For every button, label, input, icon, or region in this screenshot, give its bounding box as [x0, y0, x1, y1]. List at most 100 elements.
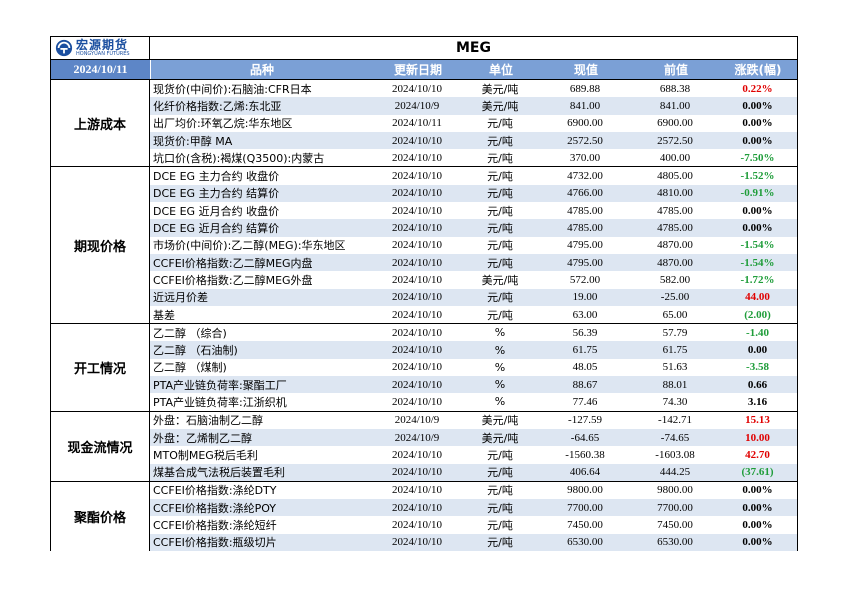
- logo-name-cn: 宏源期货: [76, 38, 129, 52]
- table-row: 煤基合成气法税后装置毛利 2024/10/10 元/吨 406.64 444.25 (37…: [150, 463, 797, 481]
- unit-cell: %: [494, 378, 506, 392]
- indicator-name: 外盘：石脑油制乙二醇: [153, 414, 263, 428]
- change-cell: 0.22%: [742, 82, 773, 95]
- unit-cell: 元/吨: [487, 448, 513, 462]
- section-label: 现金流情况: [51, 411, 150, 481]
- table-row: MTO制MEG税后毛利 2024/10/10 元/吨 -1560.38 -1603.08…: [150, 446, 797, 463]
- change-cell: 0.00%: [742, 519, 773, 532]
- header-change: 涨跌(幅): [734, 63, 782, 77]
- table-row: 乙二醇 （煤制) 2024/10/10% 48.05 51.63 -3.58: [150, 359, 797, 376]
- unit-cell: %: [494, 326, 506, 340]
- header-update-date: 更新日期: [393, 63, 442, 77]
- indicator-name: DCE EG 近月合约 收盘价: [153, 204, 280, 218]
- table-row: 基差 2024/10/10 元/吨 63.00 65.00 (2.00): [150, 306, 797, 323]
- previous-value-cell: 61.75: [662, 344, 688, 357]
- table-row: DCE EG 近月合约 收盘价 2024/10/10 元/吨 4785.00 4785.…: [150, 202, 797, 219]
- update-date-cell: 2024/10/9: [394, 431, 440, 444]
- table-row: 出厂均价:环氧乙烷:华东地区 2024/10/11 元/吨 6900.00 6900.0…: [150, 115, 797, 132]
- current-value-cell: 61.75: [572, 344, 598, 357]
- unit-cell: 元/吨: [487, 466, 513, 480]
- column-header-row: 2024/10/11 品种 更新日期 单位 现值 前值 涨跌(幅): [50, 60, 798, 79]
- table-row: PTA产业链负荷率:江浙织机 2024/10/10% 77.46 74.30 3.16: [150, 393, 797, 410]
- indicator-name: DCE EG 近月合约 结算价: [153, 222, 280, 236]
- unit-cell: 元/吨: [487, 484, 513, 498]
- indicator-name: PTA产业链负荷率:聚酯工厂: [153, 378, 287, 392]
- update-date-cell: 2024/10/10: [391, 170, 443, 183]
- table-row: 乙二醇 （综合) 2024/10/10% 56.39 57.79 -1.40: [150, 324, 797, 341]
- current-value-cell: 4795.00: [567, 239, 603, 252]
- indicator-name: 市场价(中间价):乙二醇(MEG):华东地区: [153, 239, 346, 253]
- indicator-name: DCE EG 主力合约 结算价: [153, 187, 280, 201]
- unit-cell: 美元/吨: [481, 273, 519, 287]
- previous-value-cell: 57.79: [662, 326, 688, 339]
- section-block: 期现价格 DCE EG 主力合约 收盘价 2024/10/10 元/吨 4732.00 4…: [50, 166, 798, 324]
- previous-value-cell: 2572.50: [657, 134, 693, 147]
- table-row: CCFEI价格指数:涤纶短纤 2024/10/10 元/吨 7450.00 7450.0…: [150, 516, 797, 533]
- update-date-cell: 2024/10/10: [391, 395, 443, 408]
- previous-value-cell: 582.00: [659, 273, 691, 286]
- change-cell: -0.91%: [740, 187, 775, 200]
- previous-value-cell: -142.71: [658, 414, 692, 427]
- section-label: 上游成本: [51, 80, 150, 167]
- table-row: 乙二醇 （石油制) 2024/10/10% 61.75 61.75 0.00: [150, 341, 797, 359]
- change-cell: -1.54%: [740, 256, 775, 269]
- previous-value-cell: 6530.00: [657, 536, 693, 549]
- change-cell: 0.00%: [742, 117, 773, 130]
- table-row: 近远月价差 2024/10/10 元/吨 19.00 -25.00 44.00: [150, 288, 797, 306]
- change-cell: 10.00: [745, 431, 770, 444]
- unit-cell: 元/吨: [487, 187, 513, 201]
- change-cell: -1.72%: [740, 273, 775, 286]
- previous-value-cell: 7450.00: [657, 519, 693, 532]
- current-value-cell: 88.67: [572, 378, 598, 391]
- update-date-cell: 2024/10/10: [391, 466, 443, 479]
- previous-value-cell: 4870.00: [657, 256, 693, 269]
- current-value-cell: 6530.00: [567, 536, 603, 549]
- change-cell: 15.13: [745, 414, 770, 427]
- previous-value-cell: 4805.00: [657, 170, 693, 183]
- current-value-cell: 19.00: [572, 291, 598, 304]
- indicator-name: 乙二醇 （石油制): [153, 344, 238, 358]
- update-date-cell: 2024/10/10: [391, 82, 443, 95]
- indicator-name: DCE EG 主力合约 收盘价: [153, 170, 280, 184]
- table-row: 外盘：乙烯制乙二醇 2024/10/9 美元/吨 -64.65 -74.65 10.00: [150, 428, 797, 447]
- indicator-name: 坑口价(含税):褐煤(Q3500):内蒙古: [153, 151, 325, 165]
- change-cell: 44.00: [745, 291, 770, 304]
- unit-cell: 元/吨: [487, 222, 513, 236]
- current-value-cell: 406.64: [569, 466, 601, 479]
- update-date-cell: 2024/10/10: [391, 484, 443, 497]
- change-cell: (37.61): [741, 466, 774, 479]
- current-value-cell: 841.00: [569, 99, 601, 112]
- unit-cell: 美元/吨: [481, 82, 519, 96]
- update-date-cell: 2024/10/10: [391, 344, 443, 357]
- current-value-cell: 77.46: [572, 395, 598, 408]
- change-cell: 0.00%: [742, 222, 773, 235]
- indicator-name: 基差: [153, 308, 175, 322]
- previous-value-cell: 65.00: [662, 308, 688, 321]
- section-block: 聚酯价格 CCFEI价格指数:涤纶DTY 2024/10/10 元/吨 9800.00 9…: [50, 480, 798, 552]
- update-date-cell: 2024/10/10: [391, 378, 443, 391]
- change-cell: 0.66: [747, 378, 768, 391]
- previous-value-cell: 7700.00: [657, 501, 693, 514]
- indicator-name: CCFEI价格指数:乙二醇MEG内盘: [153, 256, 313, 270]
- unit-cell: 元/吨: [487, 170, 513, 184]
- table-row: DCE EG 主力合约 结算价 2024/10/10 元/吨 4766.00 4810.…: [150, 184, 797, 203]
- unit-cell: 元/吨: [487, 308, 513, 322]
- unit-cell: %: [494, 343, 506, 357]
- header-report-date: 2024/10/11: [51, 60, 151, 79]
- unit-cell: 元/吨: [487, 134, 513, 148]
- update-date-cell: 2024/10/10: [391, 273, 443, 286]
- sections-container: 上游成本 现货价(中间价):石脑油:CFR日本 2024/10/10 美元/吨 689.…: [50, 79, 798, 552]
- header-unit: 单位: [488, 63, 513, 77]
- indicator-name: CCFEI价格指数:瓶级切片: [153, 536, 277, 550]
- indicator-name: 外盘：乙烯制乙二醇: [153, 431, 252, 445]
- current-value-cell: 7450.00: [567, 519, 603, 532]
- current-value-cell: 56.39: [572, 326, 598, 339]
- table-row: CCFEI价格指数:乙二醇MEG外盘 2024/10/10 美元/吨 572.00 58…: [150, 271, 797, 288]
- current-value-cell: 7700.00: [567, 501, 603, 514]
- table-row: 坑口价(含税):褐煤(Q3500):内蒙古 2024/10/10 元/吨 370.00…: [150, 149, 797, 166]
- previous-value-cell: 74.30: [662, 395, 688, 408]
- current-value-cell: 4785.00: [567, 222, 603, 235]
- unit-cell: 元/吨: [487, 501, 513, 515]
- current-value-cell: -127.59: [568, 414, 602, 427]
- table-row: CCFEI价格指数:涤纶DTY 2024/10/10 元/吨 9800.00 9800.…: [150, 482, 797, 499]
